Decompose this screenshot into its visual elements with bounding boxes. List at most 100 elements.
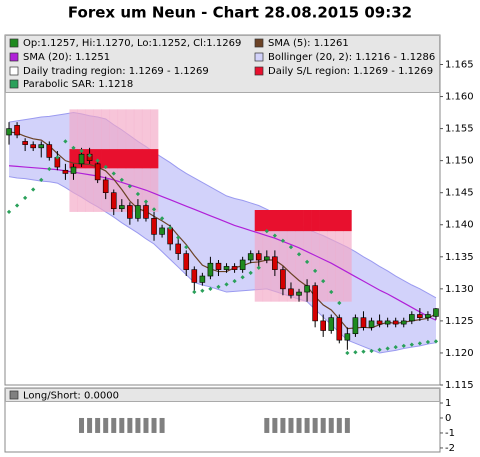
legend-swatch (9, 38, 19, 48)
y-tick-label: 1.165 (445, 59, 474, 70)
bar (151, 417, 157, 433)
candle-body (70, 166, 77, 174)
sar-dot (39, 177, 44, 182)
sar-dot (71, 145, 76, 150)
sl-region (117, 149, 127, 169)
sl-region (150, 149, 159, 169)
candle-body (392, 320, 399, 325)
legend (5, 388, 440, 402)
candle-body (280, 269, 286, 290)
sar-dot (208, 286, 213, 291)
bar (336, 417, 342, 433)
y-tick-label: 1.140 (445, 220, 474, 231)
candle-body (425, 314, 431, 318)
candle-body (320, 320, 326, 331)
sl-region (295, 210, 304, 232)
candle-body (409, 314, 415, 322)
bar (135, 417, 141, 433)
y-tick-label: 1.120 (445, 348, 474, 359)
legend-swatch (254, 38, 264, 48)
sar-dot (264, 229, 269, 234)
y-tick-label: 1.125 (445, 316, 474, 327)
sar-dot (216, 284, 221, 290)
sar-dot (200, 288, 205, 293)
candle-body (22, 141, 28, 145)
trading-region (303, 231, 312, 302)
candle-body (167, 227, 173, 245)
candle-body (183, 253, 190, 270)
y-tick-label: 1 (445, 398, 451, 409)
candle-body (159, 227, 165, 235)
candle-body (272, 256, 278, 270)
sar-dot (313, 268, 318, 274)
candle-body (215, 262, 222, 270)
candle-body (102, 179, 109, 193)
legend (5, 35, 440, 93)
sl-region (303, 210, 312, 232)
candle-body (30, 144, 36, 149)
candle-body (296, 291, 302, 296)
trading-region (295, 231, 304, 302)
sar-dot (87, 153, 92, 158)
candle-body (38, 144, 45, 149)
legend-label: Op:1.1257, Hi:1.1270, Lo:1.1252, Cl:1.12… (23, 38, 241, 49)
legend-label: Daily trading region: 1.1269 - 1.1269 (23, 66, 209, 77)
candle-body (127, 205, 133, 219)
y-tick-label: 1.135 (445, 252, 474, 263)
sar-dot (272, 233, 277, 238)
candle-body (304, 285, 310, 293)
sl-region (311, 210, 320, 232)
trading-region (311, 231, 320, 302)
candle-body (110, 192, 117, 210)
legend-label: SMA (20): 1.1251 (23, 52, 110, 63)
sar-dot (240, 275, 245, 280)
sar-dot (232, 279, 237, 284)
candle-body (360, 317, 367, 328)
legend-swatch (254, 66, 264, 76)
candle-body (328, 317, 335, 331)
sl-region (101, 149, 111, 169)
legend-label: Parabolic SAR: 1.1218 (23, 79, 133, 90)
sar-dot (95, 158, 100, 163)
candle-body (151, 218, 157, 235)
sar-dot (23, 195, 28, 200)
sar-dot (6, 209, 12, 215)
sl-region (335, 210, 344, 232)
candle-body (191, 269, 198, 283)
sl-region (254, 210, 264, 232)
sar-dot (304, 259, 310, 265)
candle-body (288, 288, 294, 296)
sl-region (133, 149, 143, 169)
candle-body (239, 259, 246, 270)
sar-dot (159, 216, 165, 221)
y-tick-label: 1.130 (445, 284, 474, 295)
trading-region (335, 231, 344, 302)
candle-body (368, 320, 375, 328)
sl-region (278, 210, 288, 232)
candle-body (14, 125, 20, 136)
legend-swatch (9, 390, 19, 400)
sar-dot (168, 225, 173, 231)
candle-body (46, 144, 53, 158)
sl-region (125, 149, 135, 169)
candle-body (336, 317, 343, 341)
legend-swatch (9, 52, 19, 62)
sar-dot (417, 341, 422, 346)
sar-dot (111, 171, 116, 176)
bar (320, 417, 326, 433)
trading-region (343, 231, 352, 302)
y-tick-label: 1.150 (445, 156, 474, 167)
sar-dot (47, 166, 52, 172)
bar (111, 417, 117, 433)
bar (103, 417, 109, 433)
trading-region (262, 231, 272, 302)
sar-dot (369, 348, 374, 354)
sar-dot (248, 270, 253, 275)
sar-dot (151, 207, 157, 212)
candle-body (255, 253, 262, 261)
bar (296, 417, 302, 433)
sar-dot (321, 279, 326, 284)
sl-region (319, 210, 328, 232)
legend-swatch (9, 79, 19, 89)
candle-body (344, 333, 351, 341)
